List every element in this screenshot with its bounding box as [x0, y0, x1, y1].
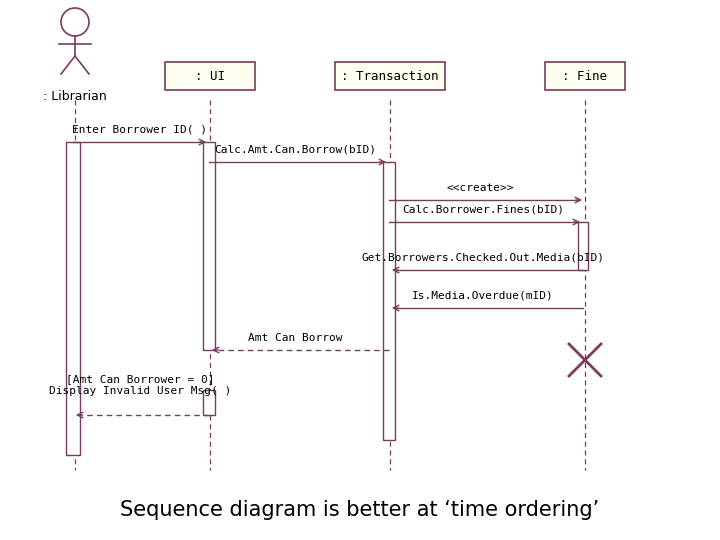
Bar: [578, 222, 588, 270]
Bar: [203, 390, 215, 415]
Bar: [66, 142, 80, 455]
Text: Enter Borrower ID( ): Enter Borrower ID( ): [73, 125, 207, 135]
Text: Sequence diagram is better at ‘time ordering’: Sequence diagram is better at ‘time orde…: [120, 500, 600, 520]
Text: [Amt Can Borrower = 0]
Display Invalid User Msg( ): [Amt Can Borrower = 0] Display Invalid U…: [49, 374, 231, 396]
Text: : UI: : UI: [195, 70, 225, 83]
Text: : Librarian: : Librarian: [43, 90, 107, 103]
Bar: [165, 62, 255, 90]
Bar: [383, 162, 395, 440]
Text: Calc.Borrower.Fines(bID): Calc.Borrower.Fines(bID): [402, 205, 564, 215]
Text: Calc.Amt.Can.Borrow(bID): Calc.Amt.Can.Borrow(bID): [214, 145, 376, 155]
Bar: [335, 62, 445, 90]
Text: : Fine: : Fine: [562, 70, 608, 83]
Text: Get.Borrowers.Checked.Out.Media(bID): Get.Borrowers.Checked.Out.Media(bID): [361, 253, 605, 263]
Bar: [203, 142, 215, 350]
Text: Amt Can Borrow: Amt Can Borrow: [248, 333, 342, 343]
Text: : Transaction: : Transaction: [341, 70, 438, 83]
Text: Is.Media.Overdue(mID): Is.Media.Overdue(mID): [412, 291, 554, 301]
Bar: [545, 62, 625, 90]
Text: <<create>>: <<create>>: [446, 183, 514, 193]
